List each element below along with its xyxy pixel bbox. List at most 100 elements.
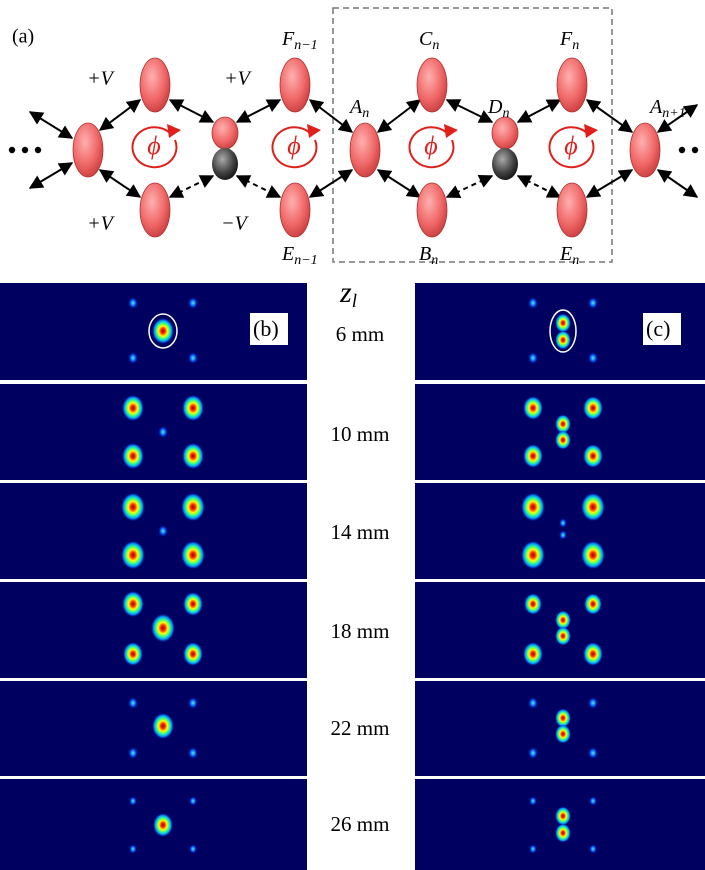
intensity-spot: [128, 747, 138, 759]
distance-label: 10 mm: [331, 422, 390, 446]
intensity-spot: [181, 493, 205, 522]
intensity-spot: [555, 330, 571, 349]
site-label: En: [559, 243, 579, 269]
flux-label: ϕ: [287, 131, 300, 160]
site-label-sub: n: [432, 38, 439, 53]
intensity-spot: [581, 493, 605, 522]
coupling-arrow: [587, 170, 632, 197]
intensity-spot: [583, 444, 603, 468]
site-label-base: F: [559, 28, 573, 50]
intensity-spot: [588, 697, 598, 709]
flux-label: ϕ: [147, 131, 160, 160]
ellipsis-dot: [22, 147, 28, 153]
flux-label: ϕ: [564, 131, 577, 160]
flux-arrow: [444, 124, 458, 138]
dark-site: [212, 148, 238, 180]
site-label-sub: n: [431, 253, 438, 268]
coupling-arrow: [447, 100, 492, 122]
intensity-spot: [521, 493, 545, 522]
intensity-panels: (b)(c): [0, 283, 705, 870]
intensity-spot: [128, 352, 138, 364]
distance-label: 14 mm: [331, 520, 390, 544]
coupling-arrow: [170, 100, 213, 122]
coupling-arrow: [310, 100, 352, 132]
coupling-arrow: [237, 100, 280, 122]
intensity-spot: [121, 493, 145, 522]
site-label-base: A: [648, 96, 663, 118]
lattice-site: [140, 58, 170, 112]
intensity-spot: [122, 395, 144, 421]
lattice-site: [417, 183, 447, 237]
site-label-sub: n−1: [294, 38, 317, 53]
intensity-spot: [589, 796, 597, 806]
intensity-spot: [523, 444, 543, 468]
image-panel: [0, 384, 307, 480]
coupling-arrow: [658, 170, 697, 197]
intensity-spot: [151, 614, 175, 643]
intensity-spot: [559, 530, 567, 540]
intensity-spot: [559, 518, 567, 528]
site-label-sub: n−1: [294, 253, 317, 268]
intensity-spot: [555, 823, 571, 842]
site-label: En−1: [281, 243, 318, 269]
intensity-spot: [589, 844, 597, 854]
site-label: Dn: [487, 96, 509, 122]
distance-label: 26 mm: [331, 812, 390, 836]
intensity-spot: [158, 525, 168, 537]
intensity-spot: [529, 796, 537, 806]
distance-label: 22 mm: [331, 716, 390, 740]
intensity-spot: [555, 724, 571, 743]
panel-label: (b): [253, 316, 279, 341]
intensity-spot: [188, 297, 198, 309]
coupling-arrow: [518, 100, 560, 122]
site-label-sub: n: [572, 253, 579, 268]
coupling-label: −V: [221, 213, 249, 235]
site-label-base: E: [559, 243, 572, 265]
intensity-spot: [153, 813, 173, 837]
intensity-spot: [129, 844, 137, 854]
intensity-spot: [128, 297, 138, 309]
intensity-spot: [555, 430, 571, 449]
coupling-arrow: [100, 100, 140, 130]
ellipsis-dot: [35, 147, 41, 153]
lattice-site: [280, 58, 310, 112]
coupling-arrow: [30, 163, 72, 188]
intensity-spot: [523, 396, 543, 420]
coupling-arrow-negative: [170, 176, 213, 197]
axis-label-base: z: [339, 276, 352, 309]
site-label-base: C: [419, 28, 433, 50]
intensity-spot: [581, 541, 605, 570]
site-label-sub: n+1: [662, 106, 685, 121]
lattice-site: [280, 183, 310, 237]
dark-site: [492, 148, 518, 180]
site-label-sub: n: [502, 106, 509, 121]
lattice-site: [492, 117, 518, 149]
intensity-spot: [152, 318, 174, 344]
site-label-sub: n: [572, 38, 579, 53]
intensity-spot: [584, 593, 602, 615]
coupling-arrow: [30, 112, 72, 138]
intensity-spot: [189, 844, 197, 854]
image-panel: [0, 483, 307, 579]
flux-arrow: [307, 124, 321, 138]
site-label: An: [348, 96, 369, 122]
intensity-spot: [523, 642, 543, 666]
site-label-base: A: [348, 96, 363, 118]
coupling-arrow-negative: [518, 176, 560, 197]
lattice-site: [140, 183, 170, 237]
coupling-arrow: [587, 100, 632, 132]
intensity-spot: [183, 642, 203, 666]
intensity-spot: [524, 593, 542, 615]
lattice-site: [73, 123, 103, 177]
intensity-spot: [555, 626, 571, 645]
axis-label: zl: [339, 276, 357, 312]
intensity-spot: [555, 806, 571, 825]
site-label: Bn: [419, 243, 438, 269]
lattice-site: [557, 183, 587, 237]
figure: ϕϕϕϕ (a) +V +V +V −V Fn−1CnFnAnDnAn+1En−…: [0, 0, 705, 870]
site-label: Cn: [419, 28, 439, 54]
distance-label: 18 mm: [331, 619, 390, 643]
intensity-spot: [521, 541, 545, 570]
coupling-arrow-negative: [447, 176, 492, 197]
intensity-spot: [188, 747, 198, 759]
